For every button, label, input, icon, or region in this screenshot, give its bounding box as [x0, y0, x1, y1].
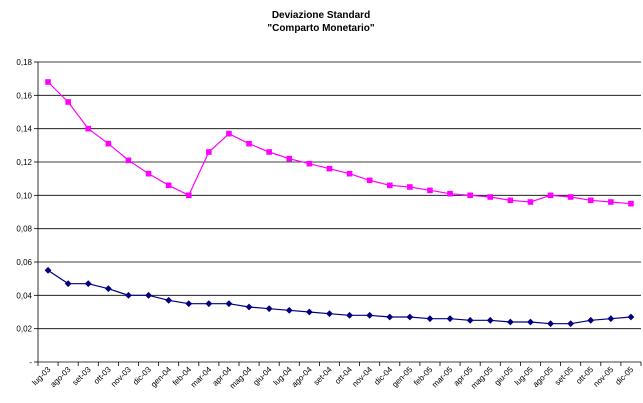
x-tick-label-set-04: set-04 — [312, 365, 334, 387]
x-tick-label-giu-05: giu-05 — [493, 365, 515, 387]
x-tick-label-giu-04: giu-04 — [251, 365, 273, 387]
x-tick-label-nov-05: nov-05 — [592, 365, 616, 389]
series-0-point-24 — [527, 199, 534, 205]
x-tick-label-ago-03: ago-03 — [49, 365, 73, 389]
x-tick-label-nov-03: nov-03 — [109, 365, 133, 389]
y-tick-label-6: 0,12 — [16, 158, 32, 167]
series-1-point-6 — [165, 296, 173, 304]
series-0-point-3 — [105, 140, 112, 147]
series-1-point-8 — [205, 300, 213, 308]
x-tick-label-mag-05: mag-05 — [469, 365, 495, 391]
x-tick-label-nov-04: nov-04 — [350, 365, 374, 389]
series-0-point-0 — [45, 79, 51, 85]
x-tick-label-gen-04: gen-04 — [149, 365, 173, 389]
series-0-point-9 — [226, 130, 232, 137]
series-0-point-17 — [386, 182, 393, 189]
chart-title: Deviazione Standard — [272, 10, 370, 21]
series-1-point-19 — [426, 315, 434, 323]
y-tick-label-7: 0,14 — [16, 125, 32, 134]
y-tick-label-1: 0,02 — [16, 325, 32, 334]
series-0-point-11 — [266, 149, 272, 155]
series-0-point-29 — [628, 200, 634, 207]
series-0-point-14 — [326, 165, 333, 172]
series-1-point-9 — [225, 300, 233, 308]
x-tick-label-gen-05: gen-05 — [390, 365, 414, 389]
series-0-point-22 — [487, 194, 494, 200]
series-0-point-15 — [346, 170, 353, 177]
series-1-point-4 — [125, 291, 132, 299]
series-0-line — [47, 81, 631, 205]
series-layer — [44, 79, 635, 328]
series-1-point-11 — [265, 305, 273, 313]
x-tick-label-dic-05: dic-05 — [614, 365, 636, 387]
x-tick-label-ago-04: ago-04 — [290, 365, 314, 389]
chart-subtitle: "Comparto Monetario" — [267, 23, 375, 34]
series-1-point-23 — [506, 318, 514, 326]
series-0-point-2 — [85, 125, 92, 132]
series-1-point-25 — [547, 320, 554, 328]
label-layer: -0,020,040,060,080,100,120,140,160,18lug… — [16, 58, 635, 391]
series-0-point-21 — [467, 192, 473, 199]
x-tick-label-mar-05: mar-05 — [430, 365, 455, 390]
series-0-point-7 — [185, 192, 192, 199]
series-0-point-13 — [306, 160, 313, 167]
x-tick-label-set-03: set-03 — [71, 365, 93, 387]
series-1-point-0 — [44, 266, 52, 274]
series-1-point-21 — [466, 316, 474, 324]
series-0-point-28 — [608, 199, 614, 205]
series-0-point-10 — [246, 140, 252, 147]
series-0-point-1 — [65, 99, 71, 105]
series-1-point-26 — [567, 320, 575, 328]
y-tick-label-2: 0,04 — [16, 291, 32, 300]
series-1-point-20 — [446, 315, 454, 323]
series-1-point-27 — [587, 316, 595, 324]
x-tick-label-mar-04: mar-04 — [189, 365, 214, 390]
series-0-point-5 — [145, 170, 152, 177]
series-0-point-8 — [206, 149, 212, 155]
y-tick-label-3: 0,06 — [16, 258, 32, 267]
series-1-point-3 — [104, 285, 112, 293]
series-0-point-20 — [447, 190, 453, 197]
series-1-point-15 — [346, 311, 353, 319]
series-1-point-14 — [326, 310, 333, 318]
series-1-line — [47, 269, 631, 325]
x-tick-label-mag-04: mag-04 — [228, 365, 254, 391]
axis-layer — [34, 61, 642, 366]
series-0-point-19 — [427, 187, 433, 194]
y-tick-label-0: - — [29, 358, 32, 367]
x-tick-label-set-05: set-05 — [553, 365, 575, 387]
series-1-point-10 — [245, 303, 253, 311]
series-0-point-25 — [547, 192, 554, 199]
series-1-point-24 — [527, 318, 534, 326]
series-1-point-7 — [185, 300, 193, 308]
series-0-point-26 — [567, 194, 574, 200]
series-0-point-27 — [587, 197, 594, 204]
series-0-point-6 — [165, 182, 172, 189]
series-0-point-16 — [366, 177, 373, 184]
series-1-point-18 — [406, 313, 414, 321]
series-1-point-1 — [64, 280, 72, 288]
y-tick-label-9: 0,18 — [16, 58, 32, 67]
series-1-point-2 — [84, 280, 92, 288]
series-1-point-5 — [145, 291, 152, 299]
y-tick-label-8: 0,16 — [16, 91, 32, 100]
series-1-point-29 — [627, 313, 635, 321]
series-0-point-18 — [407, 184, 413, 190]
series-1-point-13 — [305, 308, 313, 316]
series-1-point-28 — [607, 315, 615, 323]
series-0-point-4 — [125, 157, 132, 164]
x-tick-label-ago-05: ago-05 — [531, 365, 555, 389]
y-tick-label-5: 0,10 — [16, 191, 32, 200]
y-tick-label-4: 0,08 — [16, 225, 32, 234]
series-0-point-23 — [507, 197, 514, 204]
series-0-point-12 — [286, 155, 293, 162]
series-1-point-17 — [386, 313, 394, 321]
series-1-point-12 — [285, 306, 293, 314]
series-1-point-16 — [366, 311, 374, 319]
series-1-point-22 — [486, 316, 494, 324]
